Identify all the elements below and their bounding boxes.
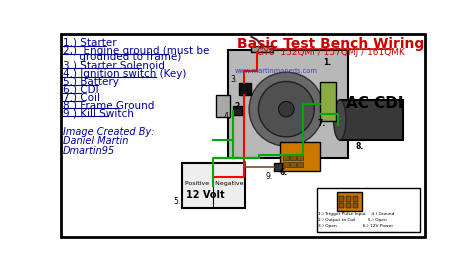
Text: 9.) Kill Switch: 9.) Kill Switch <box>63 108 134 118</box>
Text: 3.) Open                   6.) 12V Power: 3.) Open 6.) 12V Power <box>318 224 393 228</box>
Text: 8.: 8. <box>356 142 364 151</box>
Text: grounded to frame): grounded to frame) <box>63 52 182 62</box>
Bar <box>317 188 420 232</box>
Text: 7.: 7. <box>317 118 326 128</box>
Text: AC CDI: AC CDI <box>346 96 403 111</box>
Text: Positive   Negative: Positive Negative <box>185 181 243 185</box>
Text: 8.) Frame Ground: 8.) Frame Ground <box>63 100 155 110</box>
Text: 2,)  Engine ground (must be: 2,) Engine ground (must be <box>63 46 210 56</box>
Text: 4.) Ignition switch (Key): 4.) Ignition switch (Key) <box>63 69 186 79</box>
Bar <box>320 82 336 121</box>
Bar <box>239 83 251 95</box>
Circle shape <box>249 72 324 146</box>
Bar <box>251 46 273 52</box>
Bar <box>297 162 302 167</box>
Text: 2.: 2. <box>235 102 243 111</box>
Bar <box>339 203 345 209</box>
Text: Dmartin95: Dmartin95 <box>63 146 115 156</box>
Text: 5.: 5. <box>173 197 180 206</box>
Text: 7.) Coil: 7.) Coil <box>63 93 100 103</box>
Bar <box>346 203 351 209</box>
Circle shape <box>279 102 294 117</box>
Bar <box>339 196 345 202</box>
Bar <box>290 162 296 167</box>
Text: 3.: 3. <box>230 75 237 84</box>
Text: 3.) Starter Solenoid: 3.) Starter Solenoid <box>63 60 165 70</box>
Bar <box>280 142 320 171</box>
Bar <box>228 50 348 158</box>
Text: 6.: 6. <box>279 168 287 177</box>
Bar <box>353 196 358 202</box>
Bar <box>297 155 302 160</box>
Text: www.martinmopeds.com: www.martinmopeds.com <box>235 68 318 74</box>
Bar <box>290 155 296 160</box>
Text: 4.: 4. <box>224 112 231 121</box>
Text: GY6  152QMI / 157QMJ / 161QMK: GY6 152QMI / 157QMJ / 161QMK <box>256 49 404 57</box>
Bar <box>233 106 242 115</box>
Bar <box>337 192 362 211</box>
Text: Basic Test Bench Wiring: Basic Test Bench Wiring <box>237 38 424 51</box>
Text: Image Created By:: Image Created By: <box>63 127 155 137</box>
Bar <box>283 162 289 167</box>
Ellipse shape <box>334 100 346 140</box>
Bar <box>346 196 351 202</box>
Text: 2.) Output to Coil         5.) Open: 2.) Output to Coil 5.) Open <box>318 218 387 222</box>
Bar <box>283 155 289 160</box>
Text: 1.: 1. <box>323 58 331 68</box>
Bar <box>216 95 230 117</box>
Bar <box>182 163 245 208</box>
Text: 1.) Starter: 1.) Starter <box>63 38 117 48</box>
Bar <box>340 100 403 140</box>
Text: 6.) CDI: 6.) CDI <box>63 85 99 95</box>
Bar <box>274 163 282 171</box>
Bar <box>353 203 358 209</box>
Text: 9.: 9. <box>266 172 273 181</box>
Text: 1.) Trigger Pulse Input    4.) Ground: 1.) Trigger Pulse Input 4.) Ground <box>318 212 394 216</box>
Text: 12 Volt: 12 Volt <box>186 190 224 200</box>
Text: Daniel Martin: Daniel Martin <box>63 136 128 147</box>
Circle shape <box>258 81 314 137</box>
Text: 5.) Battery: 5.) Battery <box>63 77 119 87</box>
